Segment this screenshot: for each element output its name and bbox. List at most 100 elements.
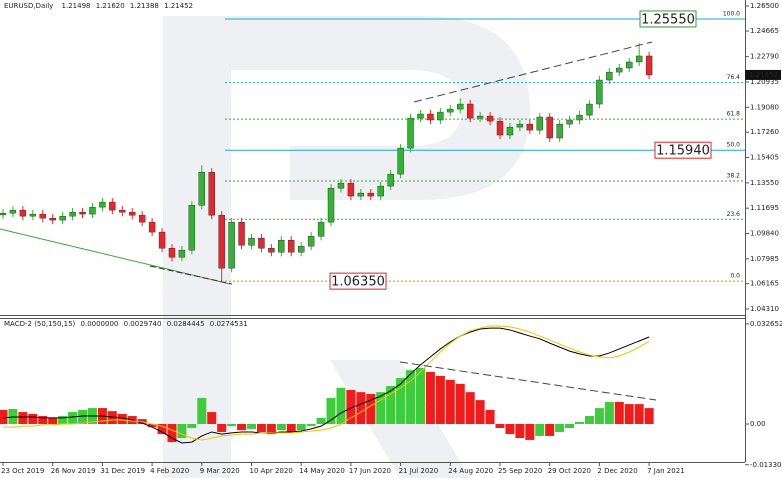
histogram-bar xyxy=(326,397,336,425)
candle-body xyxy=(526,123,534,131)
histogram-bar xyxy=(634,404,644,425)
histogram-bar xyxy=(555,424,565,432)
histogram-bar xyxy=(167,424,177,443)
candle-body xyxy=(427,113,434,121)
histogram-bar xyxy=(276,424,286,431)
fib-ratio-label: 0.0 xyxy=(730,273,740,280)
candle-body xyxy=(99,201,106,208)
candle-body xyxy=(19,209,27,217)
indicator-header: MACD-2 (50,150,15) 0.0000000 0.0029740 0… xyxy=(4,320,248,328)
histogram-bar xyxy=(525,424,535,440)
bar-open: 1.21498 xyxy=(62,2,91,10)
candle-body xyxy=(208,171,215,216)
candle-body xyxy=(89,206,96,215)
histogram-bar xyxy=(18,412,28,425)
x-tick-label: 24 Aug 2020 xyxy=(448,467,493,475)
candle-body xyxy=(536,116,543,131)
x-tick-label: 26 Nov 2019 xyxy=(51,467,96,475)
y-tick-label: 1.06165 xyxy=(750,280,779,288)
price-box-frame xyxy=(639,10,697,28)
candle-body xyxy=(397,147,404,175)
x-tick-label: 2 Dec 2020 xyxy=(597,467,637,475)
candle-body xyxy=(268,248,275,253)
candle-body xyxy=(496,120,504,136)
price-box-label: 1.06350 xyxy=(331,275,385,290)
histogram-bar xyxy=(68,412,78,425)
histogram-bar xyxy=(0,409,8,425)
candle-body xyxy=(178,249,186,258)
candle-body xyxy=(69,211,76,217)
candle-body xyxy=(49,217,56,221)
candle-body xyxy=(138,214,146,223)
candle-body xyxy=(298,245,305,253)
y-tick-label: 1.09840 xyxy=(750,229,779,237)
candle-body xyxy=(119,209,126,213)
histogram-bar xyxy=(396,378,406,425)
y-tick-label: 1.17260 xyxy=(750,128,779,136)
candle-body xyxy=(357,192,365,197)
histogram-bar xyxy=(465,392,475,425)
histogram-bar xyxy=(78,409,88,425)
bar-high: 1.21620 xyxy=(96,2,125,10)
y-tick-label: 1.20935 xyxy=(750,78,779,86)
x-tick-label: 4 Feb 2020 xyxy=(150,467,189,475)
histogram-bar xyxy=(644,408,654,425)
candle-body xyxy=(516,123,524,128)
candle-body xyxy=(466,103,474,119)
price-box: 1.06350 xyxy=(329,272,387,290)
last-price-label: 1.21452 xyxy=(749,71,778,79)
price-box-frame xyxy=(654,141,712,159)
histogram-bar xyxy=(28,413,38,425)
x-tick-label: 7 Jan 2021 xyxy=(647,467,685,475)
candle-body xyxy=(476,115,484,119)
trend-line xyxy=(149,265,233,285)
histogram-bar xyxy=(584,416,594,425)
candle-body xyxy=(29,213,37,217)
histogram-bar xyxy=(455,383,465,425)
candle-body xyxy=(148,221,156,233)
candle-body xyxy=(506,126,514,136)
price-box: 1.15940 xyxy=(654,141,712,159)
candle-body xyxy=(278,239,285,253)
histogram-bar xyxy=(117,413,127,425)
y-tick-label: 1.07985 xyxy=(750,255,779,263)
candle-body xyxy=(307,236,315,247)
histogram-bar xyxy=(296,424,306,431)
histogram-bar xyxy=(147,424,157,428)
histogram-bar xyxy=(157,424,167,435)
histogram-bar xyxy=(266,424,276,435)
bar-close: 1.21452 xyxy=(164,2,193,10)
candle-body xyxy=(407,117,414,149)
bar-low: 1.21388 xyxy=(130,2,159,10)
candle-body xyxy=(168,248,176,258)
histogram-bar xyxy=(306,424,316,427)
candle-body xyxy=(59,215,66,221)
y-tick-label: -0.0133044 xyxy=(750,461,782,469)
candle-body xyxy=(645,55,653,76)
candle-body xyxy=(327,187,335,223)
candle-body xyxy=(228,221,235,269)
histogram-bar xyxy=(386,386,396,425)
histogram-bar xyxy=(247,424,256,429)
candle-body xyxy=(109,201,116,211)
candle-body xyxy=(0,212,7,216)
histogram-bar xyxy=(565,424,575,428)
candle-body xyxy=(457,103,464,110)
candle-body xyxy=(387,173,394,187)
candle-body xyxy=(288,239,295,253)
candle-body xyxy=(258,237,265,249)
histogram-bar xyxy=(197,397,207,425)
y-tick-label: 0.00 xyxy=(750,420,766,428)
candle-body xyxy=(606,71,613,81)
fib-ratio-label: 38.2 xyxy=(727,173,741,180)
candle-body xyxy=(377,185,384,197)
x-tick-label: 17 Jun 2020 xyxy=(349,467,391,475)
x-tick-label: 21 Jul 2020 xyxy=(399,467,439,475)
x-tick-label: 31 Dec 2019 xyxy=(100,467,145,475)
candle-body xyxy=(129,211,136,216)
candle-body xyxy=(596,79,603,105)
candle-body xyxy=(437,111,444,121)
indicator-line xyxy=(2,327,650,444)
histogram-bar xyxy=(495,424,505,428)
